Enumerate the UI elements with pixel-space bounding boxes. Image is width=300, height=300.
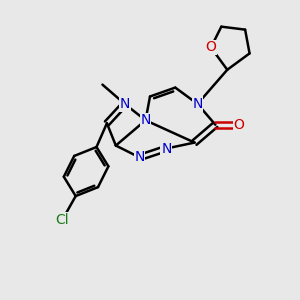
Text: N: N	[140, 113, 151, 127]
Text: O: O	[234, 118, 244, 132]
Text: O: O	[206, 40, 216, 55]
Text: N: N	[192, 97, 203, 111]
Text: N: N	[119, 97, 130, 111]
Text: N: N	[161, 142, 172, 155]
Text: N: N	[134, 150, 145, 164]
Text: Cl: Cl	[56, 213, 69, 227]
